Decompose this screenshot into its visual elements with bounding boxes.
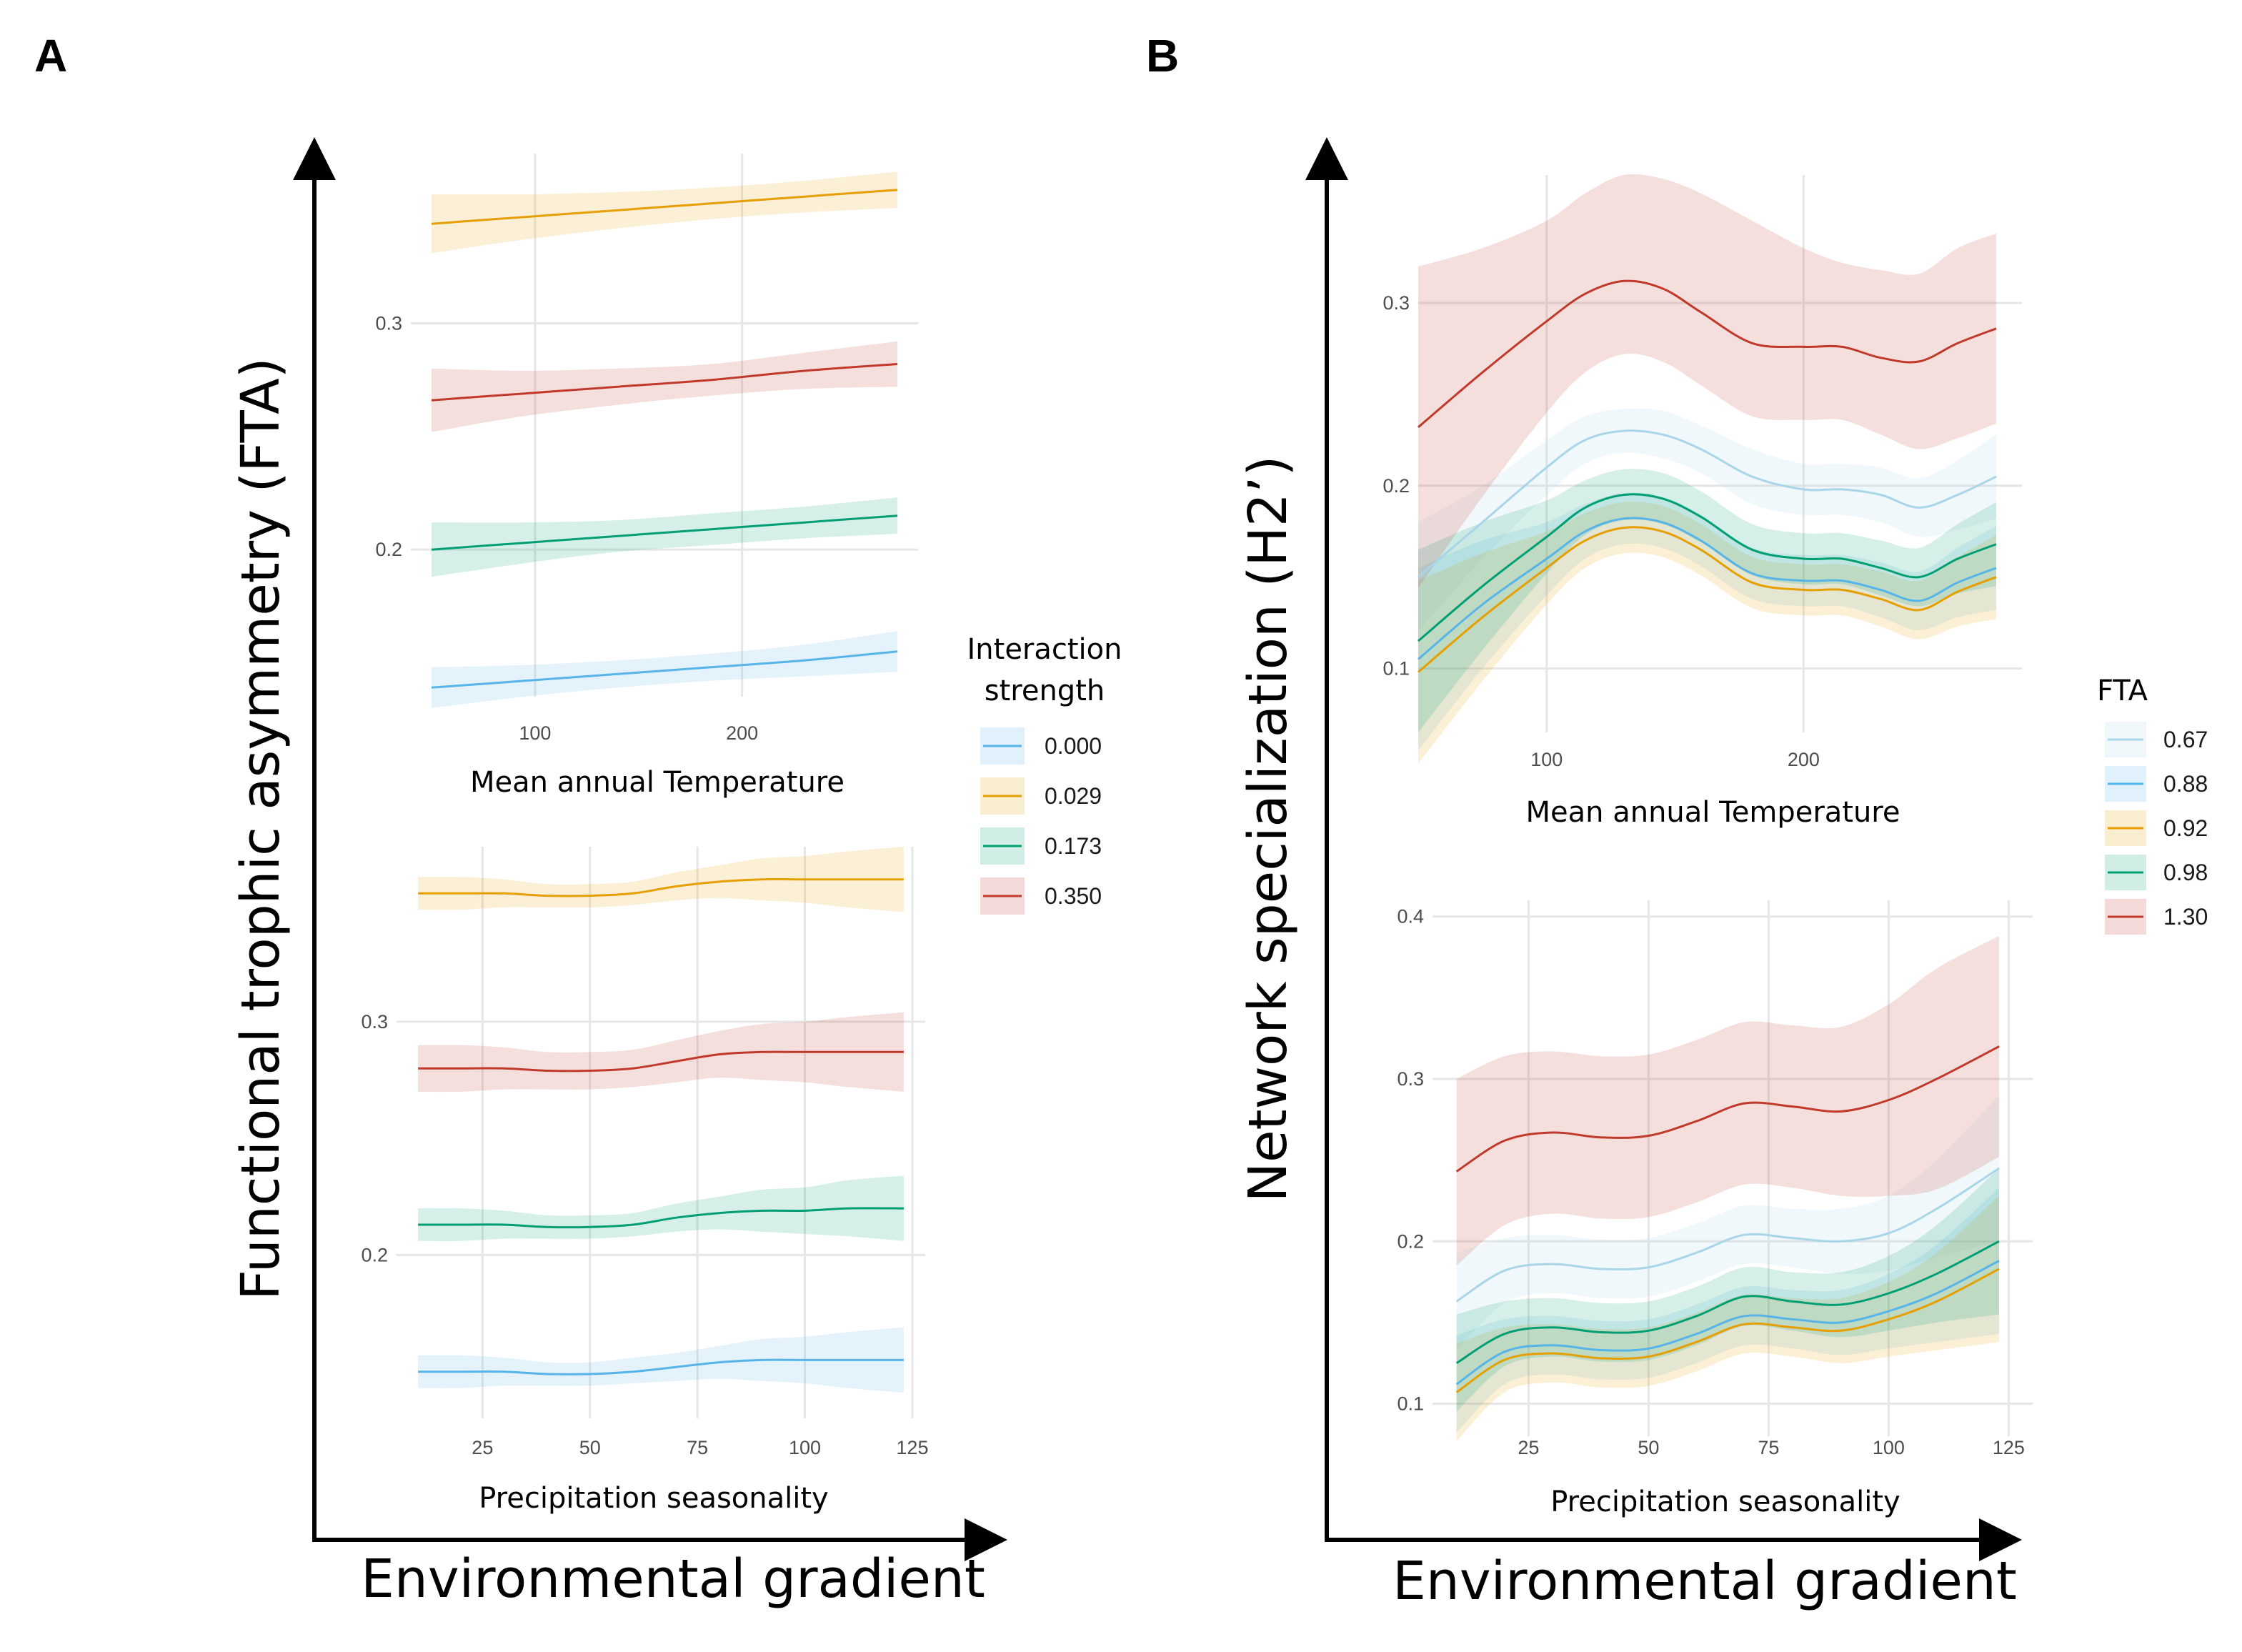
panel-a-x-concept: Environmental gradient — [361, 1548, 985, 1610]
x-tick-label: 100 — [1530, 749, 1563, 770]
x-tick-label: 50 — [1638, 1437, 1659, 1458]
y-tick-label: 0.3 — [1382, 292, 1410, 314]
ribbon-0.92 — [1418, 502, 1996, 764]
legend-label: 0.173 — [1045, 833, 1102, 859]
plot-b-temperature: 100 200 0.1 0.2 0.3 Mean annual Temperature — [1382, 174, 2022, 829]
series-line-0.000 — [431, 650, 898, 689]
y-tick-label: 0.2 — [1382, 475, 1410, 497]
ribbon-0.88 — [1456, 1188, 1999, 1433]
plot-a-temperature: 100 200 0.2 0.3 Mean annual Temperature — [375, 154, 918, 799]
series-line-0.88 — [1418, 517, 1997, 660]
x-tick-label: 100 — [1873, 1437, 1905, 1458]
y-tick-label: 0.2 — [1397, 1230, 1424, 1252]
legend-label: 0.67 — [2163, 727, 2208, 752]
series-line-0.029 — [418, 877, 904, 897]
series-line-0.67 — [1455, 1167, 2000, 1303]
legend-label: 0.029 — [1045, 783, 1102, 809]
x-tick-label: 25 — [1518, 1437, 1539, 1458]
panel-b-y-concept: Network specialization (H2’) — [1237, 456, 1299, 1203]
series-line-0.92 — [1418, 526, 1997, 673]
y-tick-label: 0.1 — [1382, 657, 1410, 679]
x-tick-label: 125 — [896, 1437, 928, 1458]
ribbon-0.67 — [1456, 1095, 1999, 1350]
series-line-0.173 — [418, 1207, 904, 1229]
x-axis-title: Mean annual Temperature — [1526, 796, 1900, 829]
legend-label: 0.98 — [2163, 860, 2208, 885]
series-line-0.98 — [1418, 493, 1997, 642]
x-tick-label: 25 — [472, 1437, 493, 1458]
x-tick-label: 75 — [687, 1437, 708, 1458]
ribbon-0.98 — [1456, 1168, 1999, 1412]
x-tick-label: 100 — [519, 722, 551, 744]
ribbon-0.350 — [418, 1012, 904, 1093]
x-axis-title: Precipitation seasonality — [479, 1482, 828, 1515]
legend-label: 0.92 — [2163, 815, 2208, 841]
legend-label: 0.88 — [2163, 771, 2208, 797]
x-tick-label: 200 — [726, 722, 758, 744]
ribbon-0.67 — [1418, 408, 1996, 632]
x-tick-label: 200 — [1788, 749, 1820, 770]
series-line-0.98 — [1455, 1240, 2000, 1364]
x-tick-label: 100 — [789, 1437, 821, 1458]
y-tick-label: 0.4 — [1397, 906, 1424, 927]
ribbon-0.350 — [432, 341, 897, 432]
y-tick-label: 0.1 — [1397, 1393, 1424, 1415]
ribbon-0.92 — [1456, 1195, 1999, 1441]
series-line-1.30 — [1418, 279, 1997, 429]
x-tick-label: 75 — [1758, 1437, 1779, 1458]
ribbon-0.173 — [418, 1175, 904, 1242]
y-tick-label: 0.3 — [361, 1011, 388, 1032]
series-line-1.30 — [1455, 1045, 2000, 1173]
x-axis-title: Precipitation seasonality — [1550, 1486, 1900, 1518]
panel-b-x-concept: Environmental gradient — [1392, 1551, 2017, 1612]
legend-title: Interaction — [967, 633, 1122, 666]
series-line-0.350 — [431, 363, 898, 402]
y-tick-label: 0.2 — [361, 1244, 388, 1265]
series-line-0.350 — [418, 1050, 904, 1073]
plot-b-precipitation: 25 50 75 100 125 0.1 0.2 0.3 0.4 Precipitation se… — [1397, 900, 2033, 1518]
ribbon-0.173 — [432, 497, 897, 577]
ribbon-0.029 — [432, 171, 897, 254]
series-line-0.88 — [1455, 1260, 2000, 1385]
legend-fta: FTA 0.67 0.88 0.92 0.98 1.30 — [2097, 675, 2208, 935]
ribbon-0.000 — [418, 1327, 904, 1393]
y-tick-label: 0.3 — [1397, 1068, 1424, 1090]
series-line-0.000 — [418, 1358, 904, 1375]
y-tick-label: 0.2 — [375, 539, 402, 560]
legend-title: FTA — [2097, 675, 2148, 707]
x-axis-title: Mean annual Temperature — [470, 766, 845, 799]
series-line-0.029 — [431, 189, 898, 225]
legend-title: strength — [985, 675, 1105, 707]
ribbon-0.98 — [1418, 469, 1996, 732]
panel-a-y-concept: Functional trophic asymmetry (FTA) — [230, 357, 292, 1300]
ribbon-0.88 — [1418, 492, 1996, 751]
ribbon-1.30 — [1456, 936, 1999, 1266]
panel-letter-a: A — [34, 30, 67, 81]
ribbon-0.000 — [432, 631, 897, 708]
legend-interaction-strength: Interaction strength 0.000 0.029 0.173 0.350 — [967, 633, 1122, 915]
legend-label: 1.30 — [2163, 904, 2208, 930]
series-line-0.173 — [431, 514, 898, 551]
panel-letter-b: B — [1146, 30, 1179, 81]
series-line-0.67 — [1418, 429, 1997, 578]
series-line-0.92 — [1455, 1268, 2000, 1393]
x-tick-label: 125 — [1993, 1437, 2025, 1458]
legend-label: 0.350 — [1045, 883, 1102, 909]
plot-a-precipitation: 25 50 75 100 125 0.2 0.3 Precipitation seasonal… — [361, 847, 928, 1515]
ribbon-1.30 — [1418, 174, 1996, 588]
x-tick-label: 50 — [579, 1437, 601, 1458]
y-tick-label: 0.3 — [375, 313, 402, 334]
legend-label: 0.000 — [1045, 733, 1102, 759]
